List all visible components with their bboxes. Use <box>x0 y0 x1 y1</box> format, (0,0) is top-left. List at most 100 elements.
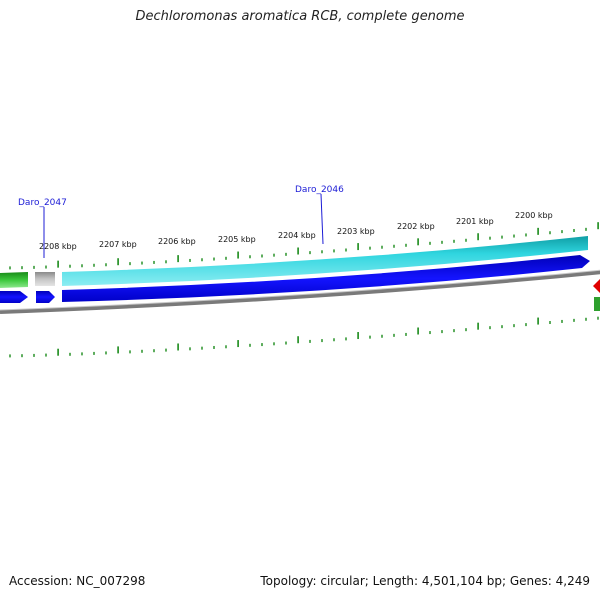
minor-tick <box>573 228 575 232</box>
minor-tick <box>393 244 395 248</box>
minor-tick <box>105 263 107 267</box>
minor-tick <box>93 263 95 267</box>
minor-tick <box>129 262 131 266</box>
major-tick <box>237 340 239 348</box>
minor-tick <box>333 338 335 342</box>
minor-tick <box>441 240 443 244</box>
minor-tick <box>453 329 455 333</box>
major-tick <box>357 243 359 251</box>
minor-tick <box>141 349 143 353</box>
minor-tick <box>141 261 143 265</box>
minor-tick <box>561 319 563 323</box>
gene-label-daro-2047[interactable]: Daro_2047 <box>18 198 67 208</box>
minor-tick <box>429 331 431 335</box>
minor-tick <box>501 325 503 329</box>
major-tick <box>597 222 599 230</box>
forward-gene-daro-2046[interactable] <box>62 236 588 286</box>
major-tick <box>177 343 179 351</box>
minor-tick <box>69 352 71 356</box>
minor-tick <box>441 330 443 334</box>
tick-label: 2207 kbp <box>99 240 137 249</box>
minor-tick <box>9 266 11 270</box>
gene-label-daro-2046[interactable]: Daro_2046 <box>295 185 344 195</box>
minor-tick <box>225 345 227 349</box>
minor-tick <box>321 339 323 343</box>
major-tick <box>417 238 419 246</box>
minor-tick <box>585 227 587 231</box>
major-tick <box>117 258 119 266</box>
major-tick <box>537 317 539 325</box>
minor-tick <box>129 350 131 354</box>
minor-tick <box>501 235 503 239</box>
minor-tick <box>153 260 155 264</box>
minor-tick <box>165 260 167 264</box>
minor-tick <box>273 342 275 346</box>
minor-tick <box>153 349 155 353</box>
minor-tick <box>309 251 311 255</box>
major-tick <box>537 227 539 235</box>
minor-tick <box>105 351 107 355</box>
minor-tick <box>21 266 23 270</box>
minor-tick <box>549 231 551 235</box>
minor-tick <box>333 249 335 253</box>
tick-label: 2208 kbp <box>39 242 77 251</box>
major-tick <box>357 332 359 340</box>
label-leader-daro-2046 <box>320 193 324 245</box>
minor-tick <box>525 323 527 327</box>
minor-tick <box>201 258 203 262</box>
tick-label: 2201 kbp <box>456 217 494 226</box>
forward-gene-left-green[interactable] <box>0 272 28 288</box>
major-tick <box>417 327 419 335</box>
minor-tick <box>21 354 23 358</box>
minor-tick <box>213 345 215 349</box>
tick-label: 2205 kbp <box>218 235 256 244</box>
minor-tick <box>45 265 47 269</box>
genome-backbone <box>0 270 600 314</box>
minor-tick <box>405 332 407 336</box>
minor-tick <box>45 353 47 357</box>
major-tick <box>57 260 59 268</box>
minor-tick <box>465 328 467 332</box>
minor-tick <box>405 243 407 247</box>
major-tick <box>477 233 479 241</box>
minor-tick <box>321 250 323 254</box>
reverse-gene-long[interactable] <box>62 255 590 302</box>
minor-tick <box>249 255 251 259</box>
tick-label: 2200 kbp <box>515 211 553 220</box>
accession-text: Accession: NC_007298 <box>9 574 146 588</box>
minor-tick <box>261 254 263 258</box>
major-tick <box>297 336 299 344</box>
upper-tick-track <box>9 222 599 270</box>
minor-tick <box>369 335 371 339</box>
minor-tick <box>573 318 575 322</box>
minor-tick <box>549 321 551 325</box>
major-tick <box>57 348 59 356</box>
minor-tick <box>489 236 491 240</box>
minor-tick <box>345 248 347 252</box>
rna-feature-red[interactable] <box>593 279 600 293</box>
minor-tick <box>225 256 227 260</box>
minor-tick <box>453 239 455 243</box>
minor-tick <box>561 230 563 234</box>
tick-label: 2202 kbp <box>397 222 435 231</box>
major-tick <box>297 247 299 255</box>
minor-tick <box>261 343 263 347</box>
minor-tick <box>465 238 467 242</box>
minor-tick <box>189 258 191 262</box>
reverse-gene-left[interactable] <box>0 291 28 303</box>
minor-tick <box>393 333 395 337</box>
genome-summary-text: Topology: circular; Length: 4,501,104 bp… <box>260 574 590 588</box>
minor-tick <box>285 341 287 345</box>
selected-gene-daro-2047[interactable] <box>35 272 55 286</box>
forward-gene-right-green[interactable] <box>594 297 600 311</box>
tick-label: 2206 kbp <box>158 237 196 246</box>
minor-tick <box>429 241 431 245</box>
genome-backbone-highlight <box>0 269 600 311</box>
minor-tick <box>249 343 251 347</box>
major-tick <box>237 251 239 259</box>
minor-tick <box>33 353 35 357</box>
reverse-gene-daro-2047[interactable] <box>36 291 55 303</box>
tick-label: 2203 kbp <box>337 227 375 236</box>
minor-tick <box>345 337 347 341</box>
